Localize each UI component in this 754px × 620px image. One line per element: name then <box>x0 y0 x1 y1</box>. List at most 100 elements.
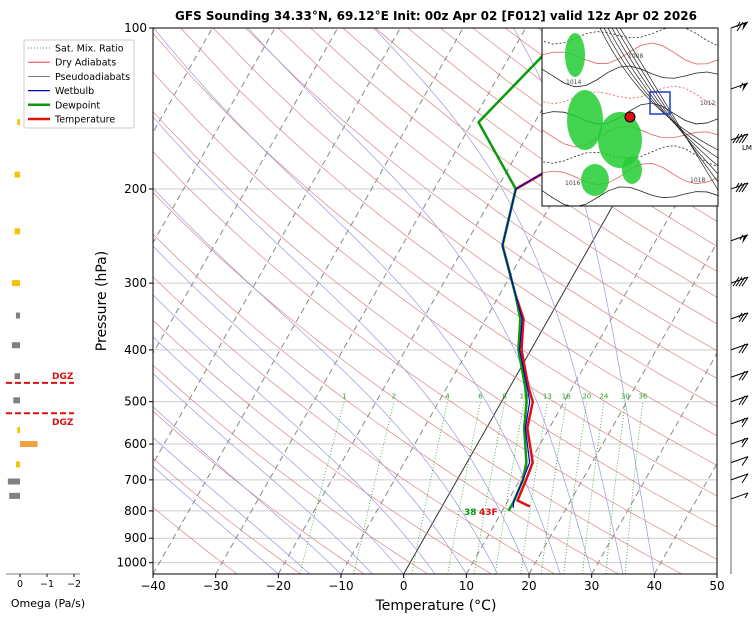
wind-barb <box>730 133 749 144</box>
omega-bar <box>20 441 38 448</box>
y-tick-label: 700 <box>124 473 147 487</box>
x-tick-label: 40 <box>647 579 662 593</box>
isotherm--20 <box>277 28 589 574</box>
series-wetbulb <box>501 28 715 508</box>
isotherm-10 <box>465 131 717 574</box>
moist-adiabat-40 <box>513 28 655 574</box>
omega-bar <box>9 492 20 499</box>
dry-adiabat-90 <box>180 28 717 437</box>
omega-axis: 0 −1 −2 <box>6 573 81 590</box>
map-boundary <box>607 28 718 167</box>
map-contour <box>542 42 718 65</box>
y-tick-label: 200 <box>124 182 147 196</box>
map-contour-label: 1012 <box>700 100 715 107</box>
omega-bar <box>7 478 20 485</box>
dgz-label: DGZ <box>52 418 74 428</box>
dry-adiabat-10 <box>153 319 492 574</box>
moist-adiabat-15 <box>153 187 499 574</box>
y-tick-label: 400 <box>124 343 147 357</box>
surface-labels: 38 43F <box>464 508 498 518</box>
moist-adiabat-25 <box>153 28 561 574</box>
wind-barb <box>730 417 749 428</box>
moist-adiabat-5 <box>153 294 436 574</box>
mixing-ratio-label: 24 <box>599 393 608 401</box>
omega-tick-label: 0 <box>17 579 23 590</box>
dry-adiabat-30 <box>153 233 619 574</box>
omega-bar <box>14 373 20 380</box>
legend-label: Pseudoadiabats <box>55 72 130 83</box>
omega-bar <box>15 312 20 319</box>
chart-legend: Sat. Mix. Ratio Dry Adiabats Pseudoadiabat… <box>23 39 135 129</box>
mixing-ratio-line-13 <box>520 401 548 574</box>
x-tick-label: −10 <box>328 579 353 593</box>
sounding-profiles <box>477 28 717 512</box>
legend-label: Sat. Mix. Ratio <box>55 44 124 55</box>
dry-adiabat-100 <box>212 28 717 408</box>
wind-barb <box>730 473 749 484</box>
isotherm--50 <box>153 28 401 465</box>
legend-label: Temperature <box>54 115 115 126</box>
precip-area <box>598 112 642 168</box>
legend-label: Wetbulb <box>55 86 94 97</box>
mixing-ratio-line-4 <box>411 401 448 574</box>
y-tick-label: 100 <box>124 21 147 35</box>
x-tick-label: 20 <box>521 579 536 593</box>
omega-bar <box>17 119 20 126</box>
isotherm--30 <box>215 28 527 574</box>
map-boundary <box>603 28 718 159</box>
map-contour-label: 1014 <box>566 79 581 86</box>
dry-adiabat-80 <box>153 32 717 466</box>
plot-frame <box>152 27 718 575</box>
mixing-ratio-line-6 <box>447 401 481 574</box>
map-precipitation <box>565 33 671 196</box>
mixing-ratio-label: 6 <box>478 393 483 401</box>
wind-barb <box>730 456 749 466</box>
mixing-ratio-label: 8 <box>503 393 507 401</box>
mixing-ratio-line-2 <box>353 401 395 574</box>
precip-area <box>622 156 642 184</box>
isotherm-50 <box>716 572 717 574</box>
isotherm-20 <box>528 241 717 574</box>
x-axis-label: Temperature (°C) <box>375 598 497 614</box>
moist-adiabat--10 <box>153 406 342 574</box>
surface-temperature-label: 43F <box>479 508 498 518</box>
map-contour <box>542 145 718 168</box>
dry-adiabat-110 <box>245 28 717 379</box>
mixing-ratio-line-30 <box>605 401 626 574</box>
map-contour <box>542 28 718 47</box>
mixing-ratio-label: 36 <box>638 393 647 401</box>
y-tick-label: 500 <box>124 395 147 409</box>
isotherm--60 <box>153 28 339 355</box>
map-side-label: LM <box>742 144 752 152</box>
dry-adiabat--20 <box>153 457 301 574</box>
temperature-axis: −40 −30 −20 −10 0 10 20 30 40 50 <box>140 574 725 593</box>
y-tick-label: 1000 <box>116 556 147 570</box>
omega-bar <box>15 461 20 468</box>
isotherm--110 <box>0 28 24 574</box>
wind-barb <box>730 370 749 381</box>
pressure-axis: 100 200 300 400 500 600 700 800 900 1000 <box>116 21 153 570</box>
x-tick-label: −40 <box>140 579 165 593</box>
mixing-ratio-line-16 <box>540 401 567 574</box>
wind-barbs <box>730 21 749 574</box>
mixing-ratio-label: 13 <box>543 393 552 401</box>
moist-adiabat-20 <box>153 116 530 574</box>
mixing-ratio-label: 30 <box>621 393 630 401</box>
isotherm--80 <box>153 28 213 134</box>
x-tick-label: 10 <box>459 579 474 593</box>
wind-barb <box>730 276 749 287</box>
mixing-ratio-line-10 <box>494 401 525 574</box>
chart-title: GFS Sounding 34.33°N, 69.12°E Init: 00z … <box>175 9 697 23</box>
sounding-location-marker <box>624 111 636 123</box>
x-tick-label: 30 <box>584 579 599 593</box>
map-contour <box>542 65 718 88</box>
map-boundary <box>615 28 718 183</box>
y-tick-label: 600 <box>124 437 147 451</box>
dry-adiabat-120 <box>277 28 717 352</box>
dry-adiabat-50 <box>153 150 717 560</box>
omega-bar <box>14 228 20 235</box>
wind-barb <box>730 234 749 244</box>
omega-bar <box>13 397 20 404</box>
moist-adiabat-0 <box>153 336 404 574</box>
